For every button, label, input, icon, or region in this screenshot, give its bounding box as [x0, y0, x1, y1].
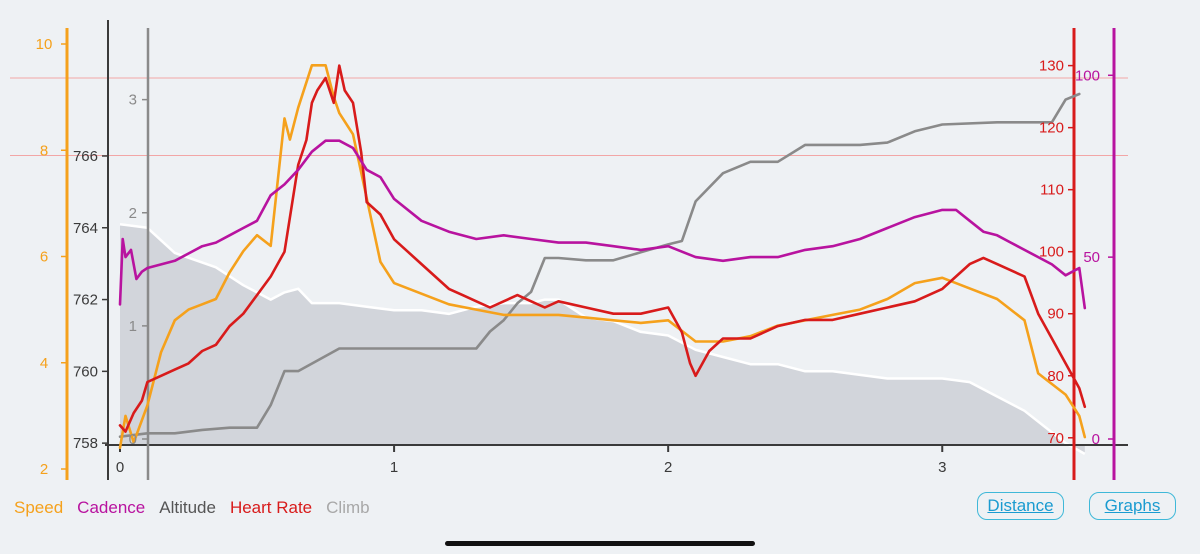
speed-axis-tick-label: 10 [36, 36, 53, 53]
legend-climb[interactable]: Climb [326, 498, 370, 517]
climb-area [120, 224, 1085, 454]
x-tick-label: 1 [390, 459, 398, 476]
cadence-line [118, 139, 1087, 310]
altitude-axis-tick-label: 766 [73, 148, 98, 165]
cadence-axis-tick-label: 0 [1092, 431, 1100, 448]
chart-legend: Speed Cadence Altitude Heart Rate Climb [14, 498, 384, 518]
altitude-axis-tick-label: 764 [73, 220, 98, 237]
heart-rate-axis-tick-label: 90 [1047, 306, 1064, 323]
climb-area [119, 222, 1086, 455]
climb-axis-tick-label: 3 [129, 92, 137, 109]
speed-line [118, 64, 1087, 450]
heart-rate-axis-tick-label: 70 [1047, 430, 1064, 447]
x-tick-label: 2 [664, 459, 672, 476]
x-tick-label: 0 [116, 459, 124, 476]
speed-axis-tick-label: 2 [40, 461, 48, 478]
speed-axis-tick-label: 6 [40, 249, 48, 266]
heart-rate-axis-tick-label: 120 [1039, 120, 1064, 137]
legend-heart-rate[interactable]: Heart Rate [229, 498, 313, 517]
speed-axis-tick-label: 4 [40, 355, 48, 372]
climb-axis-tick-label: 2 [129, 205, 137, 222]
heart-rate-axis-tick-label: 110 [1040, 182, 1064, 199]
legend-altitude[interactable]: Altitude [159, 498, 216, 517]
climb-axis-tick-label: 1 [129, 318, 137, 335]
tick-labels: 0 1 2 3 2 4 6 8 10 758 760 762 764 766 0 1 2 3 70 80 90 100 11… [36, 36, 1100, 478]
altitude-axis-tick-label: 760 [73, 363, 98, 380]
legend-speed[interactable]: Speed [14, 498, 64, 517]
chart-axes [61, 20, 1128, 480]
x-tick-label: 3 [938, 459, 946, 476]
cadence-axis-tick-label: 50 [1083, 249, 1100, 266]
altitude-line [118, 92, 1081, 438]
reference-lines [10, 77, 1128, 157]
heart-rate-axis-tick-label: 130 [1039, 58, 1064, 75]
speed-axis-tick-label: 8 [40, 142, 48, 159]
graphs-button[interactable]: Graphs [1089, 492, 1176, 520]
heart-rate-line [118, 64, 1087, 433]
distance-button[interactable]: Distance [977, 492, 1064, 520]
cadence-axis-tick-label: 100 [1075, 67, 1100, 84]
heart-rate-axis-tick-label: 80 [1047, 368, 1064, 385]
climb-axis-tick-label: 0 [129, 431, 137, 448]
chart-series [118, 64, 1087, 450]
legend-cadence[interactable]: Cadence [77, 498, 146, 517]
heart-rate-axis-tick-label: 100 [1039, 244, 1064, 261]
altitude-axis-tick-label: 762 [73, 292, 98, 309]
home-indicator[interactable] [445, 541, 755, 546]
altitude-axis-tick-label: 758 [73, 435, 98, 452]
